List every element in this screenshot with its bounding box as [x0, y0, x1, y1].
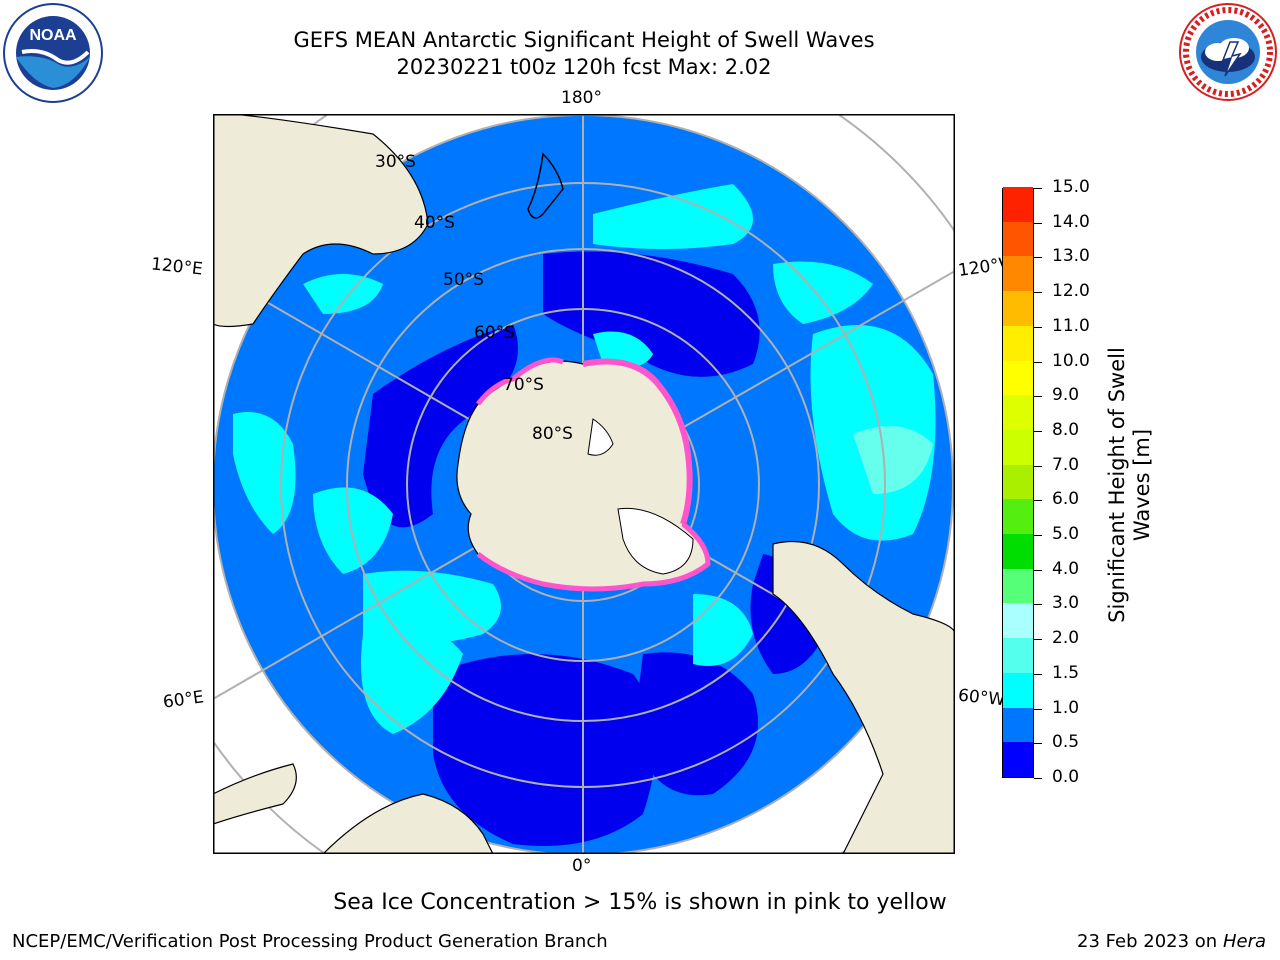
- colorbar-segment: [1003, 637, 1033, 673]
- australia: [213, 114, 429, 328]
- lat-label-50s: 50°S: [443, 270, 484, 290]
- date-stamp: 23 Feb 2023 on Hera: [1077, 931, 1266, 952]
- lat-label-40s: 40°S: [414, 213, 455, 233]
- colorbar-tick-mark: [1034, 292, 1042, 294]
- lat-label-80s: 80°S: [532, 424, 573, 444]
- colorbar-tick-label: 13.0: [1052, 246, 1090, 267]
- colorbar-tick-label: 1.5: [1052, 662, 1080, 683]
- colorbar-tick-label: 7.0: [1052, 454, 1080, 475]
- noaa-logo: NOAA: [2, 2, 104, 108]
- colorbar-tick-mark: [1034, 708, 1042, 710]
- new-zealand: [527, 152, 564, 219]
- colorbar-tick-mark: [1034, 778, 1042, 779]
- colorbar-segment: [1003, 360, 1033, 396]
- colorbar-tick-label: 8.0: [1052, 419, 1080, 440]
- lon-label-0: 0°: [572, 856, 592, 876]
- colorbar-tick-mark: [1034, 257, 1042, 259]
- colorbar-tick-mark: [1034, 569, 1042, 571]
- colorbar-tick-label: 14.0: [1052, 211, 1090, 232]
- colorbar-segment: [1003, 741, 1033, 777]
- colorbar-tick-mark: [1034, 326, 1042, 328]
- host-text: Hera: [1222, 931, 1266, 952]
- colorbar-tick-mark: [1034, 396, 1042, 398]
- colorbar-tick-mark: [1034, 430, 1042, 432]
- south-america: [772, 540, 955, 854]
- colorbar-tick-mark: [1034, 500, 1042, 502]
- colorbar-label-line1: Significant Height of Swell: [1105, 347, 1129, 623]
- colorbar-tick-label: 5.0: [1052, 524, 1080, 545]
- lon-label-180: 180°: [561, 88, 602, 108]
- colorbar-tick-label: 6.0: [1052, 489, 1080, 510]
- lat-label-60s: 60°S: [474, 323, 515, 343]
- lon-label-60w: 60°W: [957, 685, 1006, 711]
- colorbar-label: Significant Height of Swell Waves [m]: [1105, 305, 1155, 665]
- colorbar-segment: [1003, 290, 1033, 326]
- credit-text: NCEP/EMC/Verification Post Processing Pr…: [12, 931, 608, 952]
- colorbar-tick-mark: [1034, 673, 1042, 675]
- colorbar-segment: [1003, 221, 1033, 257]
- colorbar-tick-label: 9.0: [1052, 385, 1080, 406]
- colorbar-segment: [1003, 707, 1033, 743]
- colorbar-segment: [1003, 568, 1033, 604]
- colorbar-tick-mark: [1034, 639, 1042, 641]
- colorbar: [1002, 186, 1034, 778]
- colorbar-segment: [1003, 325, 1033, 361]
- madagascar: [213, 763, 297, 825]
- colorbar-segment: [1003, 464, 1033, 500]
- colorbar-segment: [1003, 186, 1033, 222]
- noaa-logo-text: NOAA: [29, 27, 77, 44]
- colorbar-tick-label: 0.5: [1052, 732, 1080, 753]
- colorbar-tick-label: 0.0: [1052, 767, 1080, 787]
- colorbar-segment: [1003, 602, 1033, 639]
- chart-subtitle: 20230221 t00z 120h fcst Max: 2.02: [396, 55, 772, 79]
- colorbar-tick-label: 1.0: [1052, 697, 1080, 718]
- colorbar-tick-mark: [1034, 188, 1042, 189]
- colorbar-tick-mark: [1034, 222, 1042, 224]
- colorbar-tick-label: 12.0: [1052, 281, 1090, 302]
- africa: [322, 793, 494, 854]
- antarctic-map: [213, 114, 955, 858]
- colorbar-tick-mark: [1034, 535, 1042, 537]
- colorbar-tick-mark: [1034, 465, 1042, 467]
- colorbar-tick-mark: [1034, 743, 1042, 745]
- date-text: 23 Feb 2023 on: [1077, 931, 1218, 952]
- colorbar-tick-label: 11.0: [1052, 315, 1090, 336]
- colorbar-tick-mark: [1034, 361, 1042, 363]
- colorbar-tick-label: 3.0: [1052, 593, 1080, 614]
- nws-logo: [1178, 2, 1278, 106]
- colorbar-segment: [1003, 394, 1033, 430]
- lat-label-70s: 70°S: [503, 375, 544, 395]
- colorbar-label-line2: Waves [m]: [1130, 428, 1154, 542]
- colorbar-tick-label: 15.0: [1052, 177, 1090, 197]
- lon-label-60e: 60°E: [161, 687, 206, 713]
- colorbar-tick-label: 2.0: [1052, 628, 1080, 649]
- colorbar-segment: [1003, 498, 1033, 535]
- colorbar-segment: [1003, 255, 1033, 292]
- lon-label-120e: 120°E: [150, 254, 204, 280]
- lat-label-30s: 30°S: [375, 152, 416, 172]
- colorbar-tick-mark: [1034, 604, 1042, 606]
- colorbar-segment: [1003, 533, 1033, 569]
- colorbar-tick-label: 10.0: [1052, 350, 1090, 371]
- sea-ice-note: Sea Ice Concentration > 15% is shown in …: [333, 890, 947, 915]
- colorbar-tick-label: 4.0: [1052, 558, 1080, 579]
- colorbar-segment: [1003, 672, 1033, 708]
- chart-title: GEFS MEAN Antarctic Significant Height o…: [293, 28, 875, 52]
- colorbar-segment: [1003, 429, 1033, 465]
